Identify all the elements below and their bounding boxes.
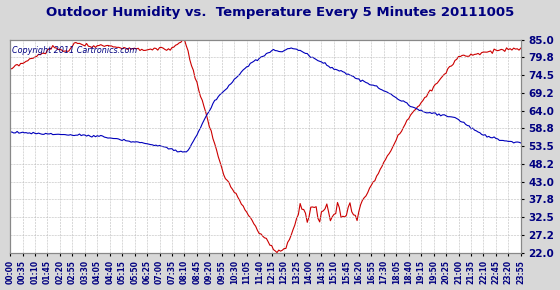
Text: Outdoor Humidity vs.  Temperature Every 5 Minutes 20111005: Outdoor Humidity vs. Temperature Every 5… xyxy=(46,6,514,19)
Text: Copyright 2011 Cartronics.com: Copyright 2011 Cartronics.com xyxy=(12,46,137,55)
